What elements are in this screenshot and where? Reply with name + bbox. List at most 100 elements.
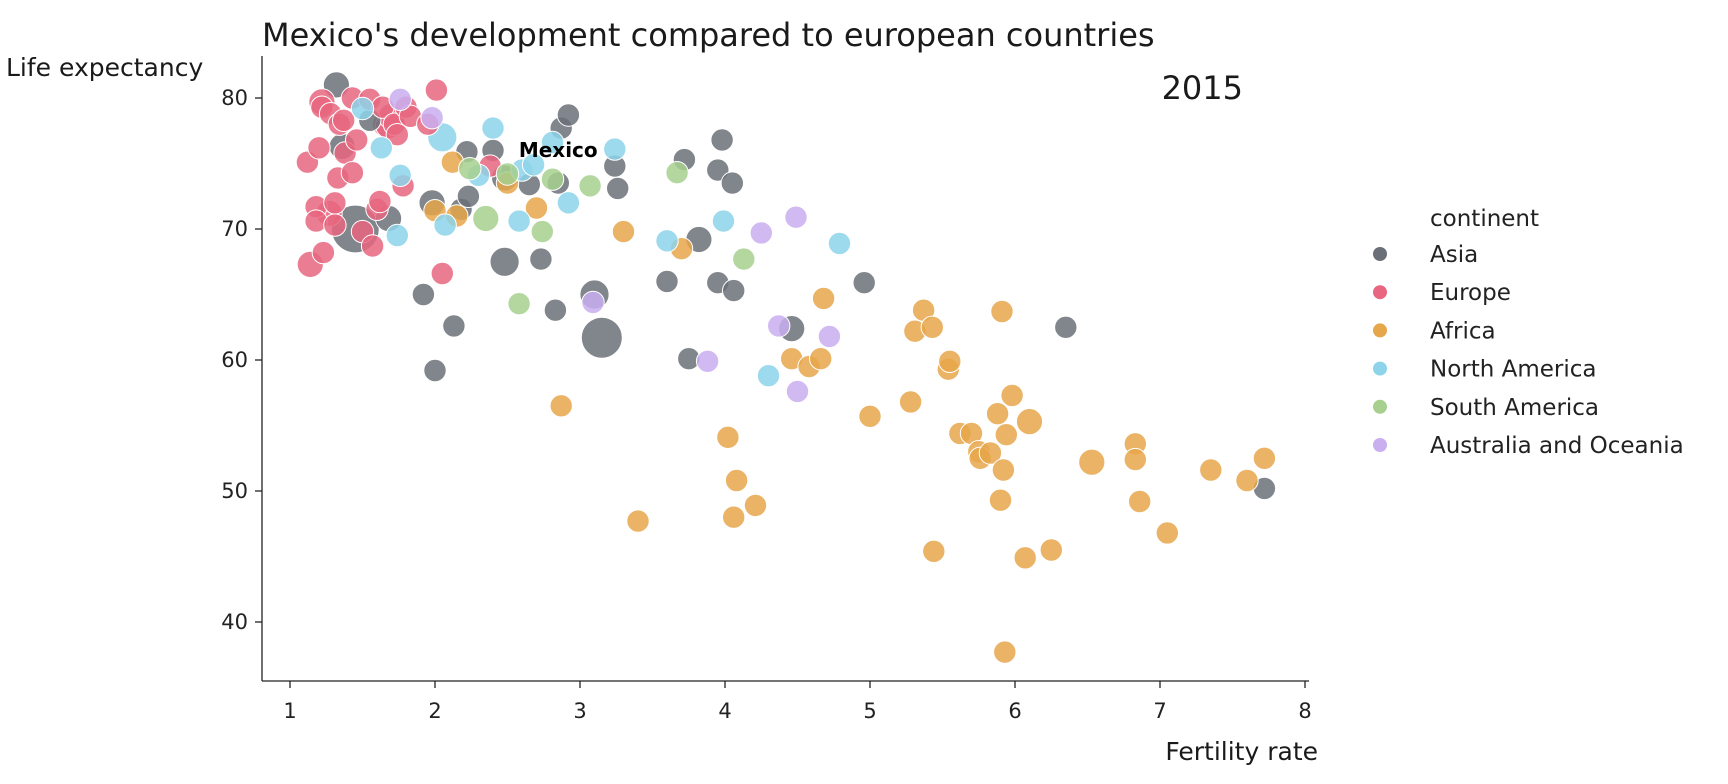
data-point-asia — [720, 171, 744, 195]
legend-title: continent — [1430, 206, 1539, 232]
data-point-europe — [323, 191, 347, 215]
data-point-africa — [1199, 458, 1223, 482]
y-tick-label: 50 — [221, 479, 248, 503]
data-point-europe — [307, 136, 331, 160]
data-point-asia — [556, 103, 581, 127]
data-point-north-america — [827, 231, 852, 256]
data-point-africa — [724, 468, 749, 493]
data-point-europe — [332, 108, 356, 133]
data-point-africa — [858, 404, 882, 428]
data-point-africa — [811, 286, 836, 311]
data-points — [295, 71, 1277, 664]
data-point-australia-and-oceania — [749, 221, 773, 245]
data-point-africa — [722, 505, 746, 529]
data-point-africa — [1039, 538, 1064, 562]
data-point-australia-and-oceania — [817, 324, 842, 349]
data-point-south-america — [507, 292, 531, 316]
legend-label: Europe — [1430, 280, 1511, 306]
data-point-europe — [385, 123, 409, 147]
chart-title: Mexico's development compared to europea… — [262, 16, 1155, 54]
data-point-australia-and-oceania — [785, 379, 810, 404]
legend-marker-north-america — [1373, 361, 1387, 376]
data-point-europe — [430, 261, 454, 286]
data-point-africa — [1155, 521, 1180, 545]
data-point-africa — [978, 441, 1003, 465]
data-point-north-america — [369, 136, 393, 160]
data-point-africa — [611, 219, 636, 244]
data-point-africa — [524, 196, 549, 220]
data-point-africa — [743, 493, 768, 518]
data-point-asia — [423, 358, 447, 383]
data-point-africa — [1235, 468, 1259, 493]
x-tick-label: 6 — [1008, 699, 1021, 723]
data-point-north-america — [350, 96, 375, 121]
data-point-south-america — [540, 167, 565, 191]
data-point-north-america — [388, 163, 412, 188]
data-point-australia-and-oceania — [695, 349, 720, 373]
data-point-south-america — [495, 162, 520, 186]
data-point-europe — [360, 234, 385, 258]
data-point-north-america — [711, 209, 736, 233]
y-axis-title: Life expectancy — [6, 53, 203, 82]
data-point-africa — [1128, 489, 1152, 514]
legend-marker-europe — [1373, 285, 1387, 300]
data-point-europe — [311, 240, 336, 265]
data-point-north-america — [481, 116, 505, 140]
data-point-africa — [988, 488, 1013, 512]
data-point-africa — [993, 640, 1017, 664]
legend: continent Asia Europe Africa North America S… — [1373, 206, 1684, 459]
data-point-africa — [1015, 408, 1044, 436]
year-label: 2015 — [1162, 69, 1243, 107]
data-point-asia — [580, 316, 623, 359]
data-point-south-america — [578, 174, 602, 198]
data-point-europe — [323, 213, 347, 237]
data-point-south-america — [530, 219, 554, 244]
data-point-asia — [722, 278, 746, 303]
data-point-africa — [991, 458, 1016, 482]
data-point-africa — [716, 425, 740, 449]
data-point-asia — [655, 269, 679, 294]
data-point-africa — [994, 423, 1018, 447]
data-point-north-america — [756, 364, 781, 388]
legend-marker-asia — [1373, 247, 1387, 261]
data-point-australia-and-oceania — [784, 205, 808, 229]
data-point-africa — [898, 390, 923, 414]
data-point-north-america — [556, 191, 581, 215]
y-tick-label: 70 — [221, 217, 248, 241]
legend-label: South America — [1430, 395, 1599, 421]
data-point-north-america — [433, 213, 457, 237]
data-point-asia — [543, 298, 568, 322]
data-point-south-america — [665, 161, 689, 185]
x-tick-label: 2 — [428, 699, 441, 723]
data-point-north-america — [540, 130, 565, 155]
data-point-africa — [1252, 446, 1277, 470]
data-point-africa — [809, 347, 833, 371]
x-tick-label: 8 — [1298, 699, 1311, 723]
data-point-asia — [411, 282, 436, 307]
data-point-africa — [1123, 447, 1148, 472]
x-tick-label: 5 — [863, 699, 876, 723]
data-point-europe — [368, 189, 392, 214]
data-point-australia-and-oceania — [767, 314, 791, 338]
legend-marker-australia-and-oceania — [1373, 438, 1387, 452]
data-point-africa — [1013, 546, 1037, 570]
data-point-europe — [345, 128, 369, 152]
data-point-africa — [920, 315, 944, 339]
x-tick-label: 1 — [283, 699, 296, 723]
legend-marker-africa — [1373, 323, 1387, 338]
data-point-south-america — [732, 247, 756, 271]
legend-label: North America — [1430, 357, 1597, 383]
x-tick-label: 3 — [573, 699, 586, 723]
data-point-africa — [626, 509, 650, 533]
data-point-north-america — [603, 137, 627, 161]
data-point-north-america — [507, 209, 531, 233]
data-point-north-america — [521, 153, 546, 177]
data-point-asia — [1054, 315, 1078, 339]
axes — [261, 56, 1309, 682]
data-point-australia-and-oceania — [581, 290, 605, 315]
x-axis-title: Fertility rate — [1165, 737, 1318, 766]
y-tick-label: 80 — [221, 86, 248, 110]
y-tick-label: 60 — [221, 348, 248, 372]
data-point-africa — [922, 539, 946, 563]
